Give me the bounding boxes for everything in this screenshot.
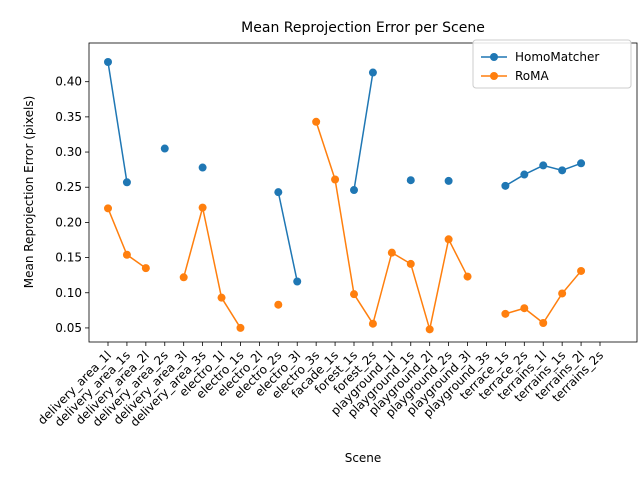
data-point: [539, 161, 548, 170]
series-line-segment: [107, 208, 128, 256]
data-point: [350, 290, 358, 299]
series-line-segment: [428, 239, 450, 330]
data-point: [104, 204, 112, 213]
data-point: [141, 264, 150, 273]
series-line-segment: [447, 238, 469, 277]
y-tick-label: 0.35: [55, 110, 82, 124]
series-line-segment: [353, 72, 374, 191]
data-point: [577, 159, 586, 168]
series-line-segment: [277, 191, 298, 282]
series-line-segment: [182, 207, 204, 278]
series-line-segment: [220, 297, 242, 329]
legend-marker: [490, 53, 498, 61]
data-point: [463, 272, 472, 281]
series-line-segment: [410, 263, 431, 330]
axes-frame: [88, 42, 638, 343]
data-point: [236, 323, 245, 332]
y-tick-label: 0.30: [55, 145, 82, 159]
data-point: [387, 248, 396, 257]
plot-area: [104, 57, 586, 334]
data-point: [198, 203, 207, 212]
data-point: [406, 259, 415, 268]
y-axis: 0.05 0.10 0.15 0.20 0.25 0.30 0.35 0.40: [55, 75, 89, 335]
series-line-segment: [315, 121, 336, 180]
data-point: [331, 175, 340, 184]
series-line-segment: [334, 179, 355, 295]
series-line-segment: [523, 307, 544, 324]
data-point: [274, 188, 283, 197]
data-point: [577, 266, 586, 275]
series-line-segment: [107, 61, 128, 183]
series-line-segment: [201, 207, 223, 298]
data-point: [312, 117, 321, 126]
data-point: [179, 273, 188, 282]
y-tick-label: 0.15: [55, 251, 82, 265]
series-roma: [104, 117, 586, 334]
data-point: [425, 325, 434, 334]
y-tick-label: 0.20: [55, 215, 82, 229]
data-point: [217, 293, 226, 302]
data-point: [368, 319, 377, 328]
data-point: [406, 176, 415, 185]
legend-box: [472, 39, 632, 89]
x-axis-title: Scene: [345, 451, 382, 465]
data-point: [293, 277, 302, 286]
data-point: [198, 163, 207, 172]
series-line-segment: [353, 293, 374, 325]
data-point: [122, 178, 131, 187]
legend-label: HomoMatcher: [515, 50, 599, 64]
y-tick-label: 0.10: [55, 286, 82, 300]
data-point: [558, 166, 567, 175]
data-point: [350, 186, 358, 195]
y-axis-title: Mean Reprojection Error (pixels): [22, 96, 36, 289]
data-point: [558, 289, 567, 298]
legend: HomoMatcher RoMA: [472, 39, 632, 89]
data-point: [274, 300, 283, 309]
data-point: [539, 319, 548, 328]
data-point: [160, 144, 169, 153]
data-point: [122, 250, 131, 259]
data-point: [444, 176, 453, 185]
chart-title: Mean Reprojection Error per Scene: [241, 20, 485, 36]
data-point: [104, 57, 112, 66]
data-point: [501, 181, 510, 190]
data-point: [520, 304, 529, 313]
series-line-segment: [542, 293, 563, 324]
series-homomatcher: [104, 57, 586, 286]
legend-marker: [490, 72, 498, 80]
data-point: [520, 170, 529, 179]
data-point: [444, 235, 453, 244]
data-point: [368, 68, 377, 77]
y-tick-label: 0.40: [55, 75, 82, 89]
x-axis: delivery_area_1ldelivery_area_1sdelivery…: [35, 342, 606, 429]
y-tick-label: 0.05: [55, 321, 82, 335]
series-line-segment: [561, 270, 582, 294]
series-line-segment: [372, 252, 393, 324]
legend-label: RoMA: [515, 69, 549, 83]
y-tick-label: 0.25: [55, 180, 82, 194]
data-point: [501, 309, 510, 318]
